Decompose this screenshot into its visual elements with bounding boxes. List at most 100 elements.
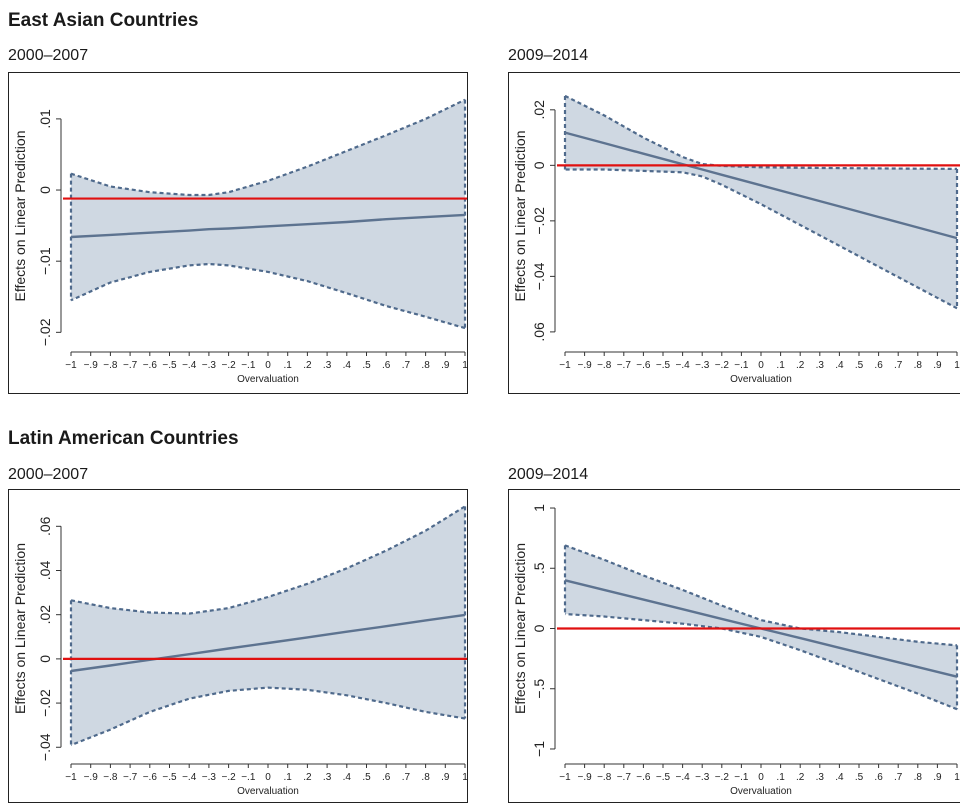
x-tick-label: .7 xyxy=(894,772,903,783)
y-tick-label: −1 xyxy=(531,741,547,757)
x-tick-label: −.8 xyxy=(597,772,612,783)
x-tick-label: .6 xyxy=(382,772,391,783)
x-tick-label: −.5 xyxy=(656,772,671,783)
x-tick-label: .6 xyxy=(382,360,391,371)
period-label-la-2000: 2000–2007 xyxy=(8,466,89,483)
x-tick-label: .9 xyxy=(933,772,942,783)
x-tick-label: 0 xyxy=(265,360,271,371)
y-tick-label: .06 xyxy=(531,322,547,342)
x-tick-label: −.5 xyxy=(656,360,671,371)
x-tick-label: .9 xyxy=(933,360,942,371)
x-tick-label: .2 xyxy=(796,360,805,371)
estimate-line xyxy=(70,213,466,239)
section-title-east-asia: East Asian Countries xyxy=(8,10,199,31)
x-tick-label: .8 xyxy=(914,772,923,783)
ci-lower-line xyxy=(70,262,466,330)
x-tick-label: −.3 xyxy=(695,772,710,783)
ci-lower-line xyxy=(565,168,958,310)
x-tick-label: .4 xyxy=(835,360,844,371)
x-tick-label: −.6 xyxy=(636,772,651,783)
y-axis-title: Effects on Linear Prediction xyxy=(12,543,28,714)
x-tick-label: 1 xyxy=(954,360,960,371)
chart-ea-2009-2014: .06 −.04 −.02 0 .02 −1 −.9 −.8 −.7 −.6 −.5 −.4 −.3 −.… xyxy=(512,94,960,385)
x-tick-label: 0 xyxy=(265,772,271,783)
x-tick-label: −.4 xyxy=(676,360,691,371)
section-title-latin-america: Latin American Countries xyxy=(8,428,239,449)
y-tick-label: .04 xyxy=(37,561,53,581)
y-tick-label: 1 xyxy=(531,504,547,512)
x-tick-label: .7 xyxy=(402,360,411,371)
x-tick-label: −.4 xyxy=(676,772,691,783)
y-tick-label: .02 xyxy=(531,100,547,120)
x-tick-label: .8 xyxy=(421,360,430,371)
x-tick-label: .1 xyxy=(284,772,293,783)
period-label-la-2009: 2009–2014 xyxy=(508,466,589,483)
y-tick-label: 0 xyxy=(531,624,547,632)
chart-panel-la-2009-2014: −1 −.5 0 .5 1 −1 −.9 −.8 −.7 −.6 −.5 −.4 −.3 −.2 −.1 0.… xyxy=(508,489,960,803)
ci-band xyxy=(71,506,465,746)
x-tick-label: .2 xyxy=(303,360,312,371)
x-tick-label: −.9 xyxy=(84,772,99,783)
y-tick-label: 0 xyxy=(37,186,53,194)
x-tick-label: −.9 xyxy=(578,360,593,371)
x-tick-label: .1 xyxy=(776,360,785,371)
x-tick-label: −.7 xyxy=(123,360,138,371)
x-tick-label: .2 xyxy=(796,772,805,783)
x-tick-label: .4 xyxy=(835,772,844,783)
ci-upper-line xyxy=(564,94,958,170)
y-tick-label: −.04 xyxy=(531,262,547,290)
x-tick-label: .8 xyxy=(914,360,923,371)
x-tick-label: 1 xyxy=(954,772,960,783)
x-tick-label: .3 xyxy=(323,772,332,783)
estimate-line xyxy=(564,131,958,240)
x-tick-label: −.9 xyxy=(578,772,593,783)
period-label-ea-2000: 2000–2007 xyxy=(8,47,89,64)
y-tick-label: .5 xyxy=(531,562,547,574)
x-tick-label: .3 xyxy=(816,360,825,371)
ci-band xyxy=(71,99,465,329)
x-tick-label: −.1 xyxy=(241,772,256,783)
x-tick-label: −.3 xyxy=(695,360,710,371)
y-tick-label: −.04 xyxy=(37,733,53,761)
ci-lower-line xyxy=(70,686,466,747)
x-tick-label: −1 xyxy=(559,360,571,371)
y-tick-label: −.01 xyxy=(37,247,53,275)
x-tick-label: −.2 xyxy=(222,360,237,371)
x-tick-label: −1 xyxy=(65,772,77,783)
x-axis-title: Overvaluation xyxy=(237,786,299,797)
y-tick-label: −.02 xyxy=(531,207,547,235)
x-tick-label: .5 xyxy=(855,360,864,371)
x-tick-label: .1 xyxy=(776,772,785,783)
x-tick-label: 0 xyxy=(758,360,764,371)
x-tick-label: .5 xyxy=(362,772,371,783)
x-tick-label: −.6 xyxy=(636,360,651,371)
ci-band xyxy=(565,95,957,309)
x-tick-label: −.2 xyxy=(222,772,237,783)
x-tick-label: −.6 xyxy=(143,360,158,371)
x-tick-label: −.2 xyxy=(715,360,730,371)
x-tick-label: .7 xyxy=(402,772,411,783)
chart-la-2000-2007: −.04 −.02 0 .02 .04 .06 −1 −.9 −.8 −.7 −.6 −.5 −.4 −.… xyxy=(12,505,467,797)
ci-upper-line xyxy=(70,505,466,615)
x-tick-label: −.2 xyxy=(715,772,730,783)
x-tick-label: .2 xyxy=(303,772,312,783)
x-axis-title: Overvaluation xyxy=(730,786,792,797)
x-tick-label: .3 xyxy=(816,772,825,783)
y-tick-label: −.02 xyxy=(37,318,53,346)
x-tick-label: −.8 xyxy=(103,360,118,371)
y-tick-label: .01 xyxy=(37,109,53,129)
y-tick-label: .06 xyxy=(37,516,53,536)
y-axis-title: Effects on Linear Prediction xyxy=(512,543,528,714)
x-tick-label: −.4 xyxy=(182,772,197,783)
x-tick-label: 1 xyxy=(462,360,467,371)
x-axis-title: Overvaluation xyxy=(730,374,792,385)
x-tick-label: .6 xyxy=(874,772,883,783)
x-tick-label: −.1 xyxy=(734,360,749,371)
x-tick-label: −.1 xyxy=(241,360,256,371)
x-tick-label: .8 xyxy=(421,772,430,783)
y-tick-label: −.02 xyxy=(37,689,53,717)
chart-panel-ea-2009-2014: .06 −.04 −.02 0 .02 −1 −.9 −.8 −.7 −.6 −.5 −.4 −.3 −.… xyxy=(508,72,960,394)
x-tick-label: −.6 xyxy=(143,772,158,783)
ci-lower-line xyxy=(564,612,958,711)
x-tick-label: −.1 xyxy=(734,772,749,783)
